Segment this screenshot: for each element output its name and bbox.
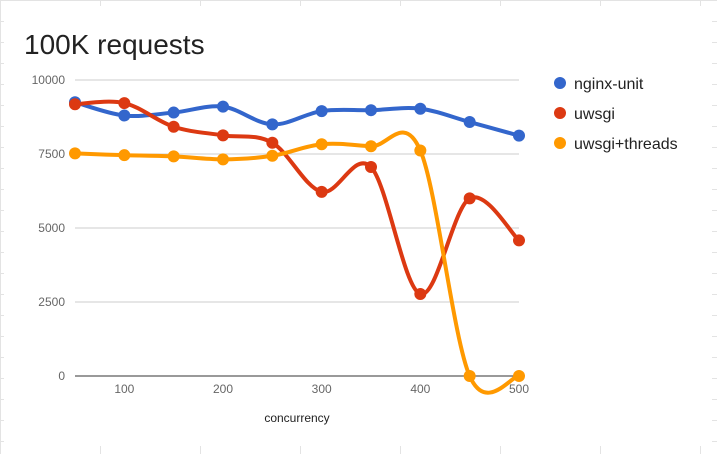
data-point-uwsgi-100[interactable] bbox=[118, 97, 131, 110]
x-tick-label: 100 bbox=[114, 382, 134, 396]
data-point-uwsgi+threads-500[interactable] bbox=[513, 370, 525, 382]
legend-label-uwsgi[interactable]: uwsgi bbox=[574, 106, 615, 123]
chart-title: 100K requests bbox=[24, 29, 205, 60]
data-point-uwsgi+threads-400[interactable] bbox=[414, 144, 427, 157]
series-lines bbox=[73, 99, 521, 395]
data-point-nginx-unit-400[interactable] bbox=[414, 102, 427, 115]
data-point-uwsgi+threads-200[interactable] bbox=[217, 153, 229, 166]
legend-label-nginx-unit[interactable]: nginx-unit bbox=[574, 76, 644, 93]
y-tick-label: 10000 bbox=[32, 73, 66, 87]
data-point-nginx-unit-500[interactable] bbox=[513, 129, 525, 142]
data-point-uwsgi-350[interactable] bbox=[365, 161, 377, 174]
data-point-nginx-unit-250[interactable] bbox=[266, 118, 279, 131]
x-axis-tick-labels: 100 200 300 400 500 bbox=[114, 382, 529, 396]
legend[interactable]: nginx-unit uwsgi uwsgi+threads bbox=[554, 76, 678, 153]
data-point-nginx-unit-450[interactable] bbox=[463, 116, 476, 129]
x-axis-label: concurrency bbox=[264, 411, 329, 425]
data-point-nginx-unit-300[interactable] bbox=[315, 105, 328, 118]
x-tick-label: 300 bbox=[312, 382, 332, 396]
data-point-nginx-unit-200[interactable] bbox=[217, 100, 229, 113]
data-point-uwsgi-500[interactable] bbox=[513, 234, 525, 247]
data-point-uwsgi-150[interactable] bbox=[167, 120, 180, 133]
data-point-uwsgi+threads-100[interactable] bbox=[118, 149, 131, 162]
y-tick-label: 7500 bbox=[38, 147, 65, 161]
data-point-uwsgi-200[interactable] bbox=[217, 129, 229, 142]
data-point-uwsgi-400[interactable] bbox=[414, 288, 427, 301]
x-tick-label: 500 bbox=[509, 382, 529, 396]
data-point-uwsgi+threads-250[interactable] bbox=[266, 149, 279, 162]
series-line-uwsgi bbox=[73, 99, 521, 297]
data-point-uwsgi+threads-450[interactable] bbox=[463, 370, 476, 382]
chart-card[interactable]: 100K requests 0 2500 5000 7500 10000 100 200 3… bbox=[4, 6, 712, 446]
legend-label-uwsgi+threads[interactable]: uwsgi+threads bbox=[574, 136, 678, 153]
data-point-uwsgi+threads-300[interactable] bbox=[315, 138, 328, 151]
series-line-nginx-unit bbox=[73, 100, 521, 138]
x-tick-label: 400 bbox=[410, 382, 430, 396]
data-point-nginx-unit-100[interactable] bbox=[118, 109, 131, 122]
data-point-uwsgi-250[interactable] bbox=[266, 136, 279, 149]
data-point-uwsgi-450[interactable] bbox=[463, 192, 476, 205]
data-point-uwsgi+threads-350[interactable] bbox=[365, 140, 377, 153]
y-tick-label: 2500 bbox=[38, 295, 65, 309]
line-chart[interactable]: 100K requests 0 2500 5000 7500 10000 100 200 3… bbox=[4, 6, 712, 446]
data-point-nginx-unit-150[interactable] bbox=[167, 106, 180, 119]
data-point-nginx-unit-350[interactable] bbox=[365, 104, 377, 117]
y-tick-label: 5000 bbox=[38, 221, 65, 235]
legend-marker-uwsgi bbox=[554, 107, 566, 119]
y-tick-label: 0 bbox=[58, 369, 65, 383]
legend-marker-uwsgi+threads bbox=[554, 137, 566, 149]
data-point-uwsgi+threads-50[interactable] bbox=[69, 147, 81, 160]
series-points bbox=[69, 96, 525, 382]
legend-marker-nginx-unit bbox=[554, 77, 566, 89]
data-point-uwsgi-300[interactable] bbox=[315, 185, 328, 198]
data-point-uwsgi+threads-150[interactable] bbox=[167, 150, 180, 163]
data-point-uwsgi-50[interactable] bbox=[69, 98, 81, 111]
y-axis-tick-labels: 0 2500 5000 7500 10000 bbox=[32, 73, 66, 383]
x-tick-label: 200 bbox=[213, 382, 233, 396]
